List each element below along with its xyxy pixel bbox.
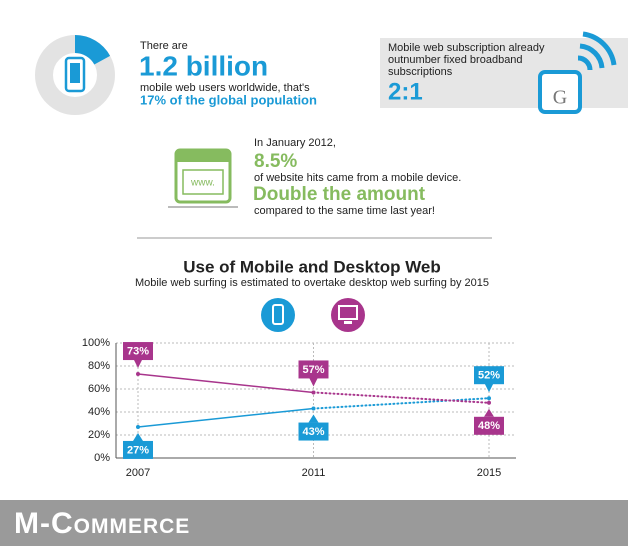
value-label: 43%: [302, 426, 324, 438]
chart-title: Use of Mobile and Desktop Web: [183, 257, 441, 276]
subscription-line: subscriptions: [388, 66, 453, 78]
label-box: [298, 422, 329, 441]
label-box: [298, 360, 329, 379]
y-tick-label: 60%: [88, 383, 110, 395]
browser-text: www.: [190, 178, 215, 189]
browser-bar: [176, 150, 230, 162]
label-box: [474, 416, 504, 435]
hits-note: compared to the same time last year!: [254, 205, 435, 217]
value-label: 52%: [478, 370, 500, 382]
g-letter: G: [553, 87, 567, 109]
legend-monitor: [338, 305, 358, 320]
label-pointer: [308, 376, 319, 387]
label-box: [123, 342, 153, 361]
value-label: 27%: [127, 444, 149, 456]
subscription-ratio: 2:1: [388, 78, 423, 105]
label-pointer: [133, 432, 143, 441]
hits-percent: 8.5%: [254, 151, 297, 172]
series-line: [312, 391, 490, 404]
label-box: [123, 440, 153, 459]
y-tick-label: 0%: [94, 452, 110, 464]
point: [136, 372, 140, 377]
subscription-line: Mobile web subscription already: [388, 42, 545, 54]
donut-share: [35, 35, 115, 115]
value-label: 57%: [302, 364, 324, 376]
label-pointer: [484, 382, 494, 393]
users-line: mobile web users worldwide, that's: [140, 82, 310, 94]
point: [487, 396, 491, 401]
label-pointer: [133, 358, 143, 369]
users-highlight: 17% of the global population: [140, 92, 317, 107]
x-tick-label: 2015: [477, 467, 501, 479]
label-pointer: [308, 414, 319, 423]
point: [487, 400, 491, 405]
series-line: [137, 373, 315, 394]
phone-screen: [70, 63, 80, 83]
hits-line: of website hits came from a mobile devic…: [254, 172, 461, 184]
x-tick-label: 2011: [302, 467, 326, 479]
subscription-line: outnumber fixed broadband: [388, 54, 523, 66]
legend-stand: [344, 321, 352, 324]
point: [136, 424, 140, 429]
value-label: 73%: [127, 345, 149, 357]
series-line: [137, 407, 315, 428]
footer-title: M-Commerce: [14, 507, 190, 540]
legend-phone: [272, 304, 284, 325]
y-tick-label: 80%: [88, 360, 110, 372]
y-tick-label: 40%: [88, 406, 110, 418]
intro: There are: [140, 40, 188, 52]
browser-page: [182, 169, 224, 195]
y-tick-label: 100%: [82, 337, 110, 349]
hits-headline: Double the amount: [253, 184, 426, 205]
label-box: [474, 366, 504, 385]
chart-subtitle: Mobile web surfing is estimated to overt…: [135, 277, 489, 289]
legend-icon: [331, 298, 365, 332]
label-pointer: [484, 408, 494, 417]
legend-icon: [261, 298, 295, 332]
phone-icon: [64, 56, 86, 93]
point: [311, 390, 316, 395]
point: [311, 406, 316, 411]
series-line: [312, 397, 490, 410]
phone-g-icon: [538, 70, 582, 114]
footer-band: [0, 500, 628, 546]
value-label: 48%: [478, 420, 500, 432]
x-tick-label: 2007: [126, 467, 150, 479]
users-amount: 1.2 billion: [139, 50, 268, 81]
wifi-icon: [577, 31, 617, 71]
y-tick-label: 20%: [88, 429, 110, 441]
hits-date: In January 2012,: [254, 137, 336, 149]
